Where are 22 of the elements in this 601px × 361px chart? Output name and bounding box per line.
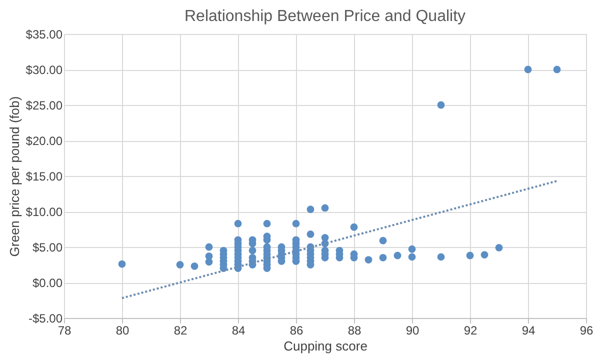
y-tick-label: $10.00	[26, 205, 63, 219]
x-tick-label: 84	[232, 324, 246, 338]
y-axis-title: Green price per pound (fob)	[6, 96, 22, 257]
y-tick-label: -$5.00	[28, 312, 63, 326]
x-tick-label: 92	[464, 324, 478, 338]
x-tick-label: 82	[174, 324, 188, 338]
chart-title: Relationship Between Price and Quality	[184, 8, 466, 25]
y-tick-label: $30.00	[26, 63, 63, 77]
x-tick-label: 86	[290, 324, 304, 338]
x-tick-label: 78	[58, 324, 72, 338]
x-tick-label: 90	[406, 324, 420, 338]
x-tick-label: 88	[348, 324, 362, 338]
x-tick-label: 94	[522, 324, 536, 338]
y-tick-label: $35.00	[26, 28, 63, 42]
y-tick-label: $5.00	[32, 240, 63, 254]
x-tick-label: 80	[116, 324, 130, 338]
x-axis-title: Cupping score	[284, 338, 368, 354]
x-tick-label: 96	[580, 324, 594, 338]
y-tick-label: $15.00	[26, 170, 63, 184]
y-tick-label: $25.00	[26, 98, 63, 112]
y-tick-label: $0.00	[32, 276, 63, 290]
y-tick-label: $20.00	[26, 134, 63, 148]
